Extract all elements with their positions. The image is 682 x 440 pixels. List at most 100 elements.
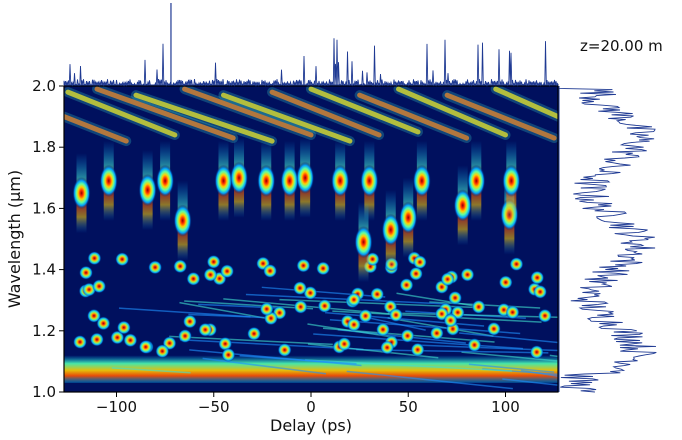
soliton <box>296 161 315 194</box>
small-pulse <box>78 265 93 280</box>
small-pulse <box>92 279 107 294</box>
spectral-streak-halo <box>267 87 385 140</box>
small-pulse <box>155 344 170 359</box>
soliton <box>72 177 91 210</box>
small-pulse <box>293 299 308 314</box>
spectral-streak <box>220 92 353 144</box>
small-pulse <box>505 305 520 320</box>
small-pulse <box>409 266 424 281</box>
y-axis: 1.0 1.2 1.4 1.6 1.8 2.0 <box>32 77 64 401</box>
spectral-streak-halo <box>64 111 132 147</box>
small-pulse <box>247 326 262 341</box>
small-pulse <box>375 322 390 337</box>
small-pulse <box>440 272 455 287</box>
small-pulse <box>346 292 361 307</box>
small-pulse <box>346 317 361 332</box>
dispersive-trace <box>346 370 513 390</box>
small-pulse <box>218 336 233 351</box>
dispersive-trace <box>169 335 333 346</box>
small-pulse <box>380 340 395 355</box>
dispersive-trace <box>179 301 271 320</box>
small-pulse <box>412 255 427 270</box>
dispersive-trace <box>188 313 268 319</box>
spectral-streak <box>182 86 314 138</box>
small-pulse <box>87 251 102 266</box>
small-pulse <box>86 308 101 323</box>
small-pulse <box>370 287 385 302</box>
soliton <box>502 164 521 197</box>
dispersive-trace <box>520 369 558 377</box>
dispersive-trace <box>261 286 386 298</box>
spectral-streak-halo <box>64 87 180 140</box>
spectral-streak <box>308 86 421 135</box>
heatmap-content <box>64 86 558 390</box>
dispersive-trace <box>189 349 362 367</box>
spectral-streak-halo <box>179 86 316 140</box>
dispersive-trace <box>305 359 512 372</box>
small-pulse <box>221 347 236 362</box>
small-pulse <box>277 342 292 357</box>
soliton <box>257 164 276 197</box>
x-tick-label: 100 <box>491 398 520 416</box>
soliton <box>453 189 472 222</box>
small-pulse <box>206 254 221 269</box>
x-tick-label: −100 <box>96 398 137 416</box>
temporal-profile <box>63 3 559 87</box>
small-pulse <box>498 275 513 290</box>
small-pulse <box>400 328 415 343</box>
small-pulse <box>443 313 458 328</box>
spectral-streak <box>269 89 382 138</box>
spectral-streak <box>444 92 557 141</box>
y-tick-label: 1.2 <box>32 322 56 340</box>
dispersive-trace <box>184 300 314 310</box>
small-pulse <box>220 264 235 279</box>
spectral-streak-halo <box>354 90 472 144</box>
small-pulse <box>178 329 193 344</box>
heatmap-panel <box>63 85 559 393</box>
spectral-streak-halo <box>393 86 511 140</box>
soliton <box>360 164 379 197</box>
small-pulse <box>110 330 125 345</box>
small-pulse <box>460 267 475 282</box>
x-axis-title: Delay (ps) <box>270 416 352 435</box>
small-pulse <box>529 345 544 360</box>
small-pulse <box>337 337 352 352</box>
y-tick-label: 1.8 <box>32 138 56 156</box>
spectral-streak <box>493 86 558 120</box>
small-pulse <box>198 322 213 337</box>
soliton <box>156 164 175 197</box>
spectrum-profile <box>558 86 657 393</box>
dispersive-trace <box>461 351 558 362</box>
distance-annotation: z=20.00 m <box>580 37 663 55</box>
x-tick-label: 50 <box>399 398 418 416</box>
soliton <box>173 204 192 237</box>
dispersive-trace <box>502 378 558 386</box>
small-pulse <box>89 332 104 347</box>
dispersive-trace <box>387 312 558 318</box>
small-pulse <box>429 326 444 341</box>
y-tick-label: 1.0 <box>32 383 56 401</box>
small-pulse <box>471 299 486 314</box>
small-pulse <box>203 267 218 282</box>
small-pulse <box>186 271 201 286</box>
y-tick-label: 1.6 <box>32 199 56 217</box>
dispersive-trace <box>414 344 558 352</box>
dispersive-trace <box>364 316 426 331</box>
spectral-streak <box>94 86 236 141</box>
dispersive-trace <box>313 333 524 350</box>
small-pulse <box>116 320 131 335</box>
y-axis-title: Wavelength (µm) <box>5 170 24 308</box>
small-pulse <box>263 263 278 278</box>
small-pulse <box>296 258 311 273</box>
soliton <box>399 201 418 234</box>
dispersive-trace <box>459 332 558 344</box>
small-pulse <box>410 342 425 357</box>
small-pulse <box>358 308 373 323</box>
spectral-streak-halo <box>442 90 558 144</box>
small-pulse <box>389 307 404 322</box>
x-axis: −100 −50 0 50 100 <box>96 392 520 416</box>
soliton <box>230 161 249 194</box>
small-pulse <box>148 260 163 275</box>
small-pulse <box>293 281 308 296</box>
small-pulse <box>123 333 138 348</box>
